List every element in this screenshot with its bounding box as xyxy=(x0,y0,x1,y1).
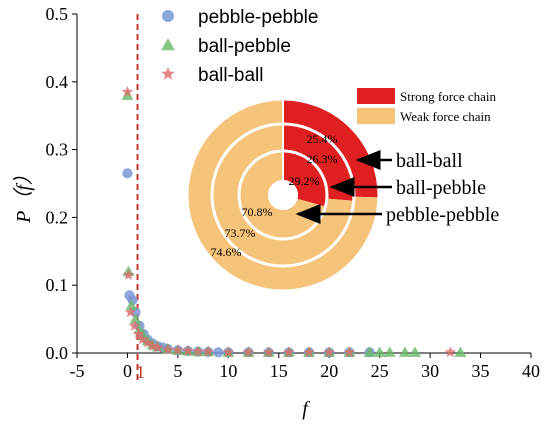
scatter-points xyxy=(121,85,467,358)
x-axis-label: f xyxy=(302,398,310,420)
annotation-label-pebble-pebble: pebble-pebble xyxy=(386,204,499,226)
data-point-ball-pebble xyxy=(363,346,376,357)
x-tick-label: 35 xyxy=(472,361,490,381)
legend-marker-pebble-pebble xyxy=(162,10,174,22)
annotation-label-ball-pebble: ball-pebble xyxy=(396,177,486,199)
data-point-ball-pebble xyxy=(383,346,396,357)
annotation-label-ball-ball: ball-ball xyxy=(396,150,463,172)
y-tick-label: 0.1 xyxy=(46,275,69,295)
data-point-pebble-pebble xyxy=(122,168,133,179)
x-tick-label: 10 xyxy=(219,361,237,381)
data-point-ball-ball xyxy=(152,341,164,353)
y-tick-label: 0.4 xyxy=(46,72,69,92)
donut-slice-weak-ball-pebble xyxy=(211,124,354,267)
data-point-ball-ball xyxy=(124,306,137,318)
data-point-ball-pebble xyxy=(133,323,146,334)
data-point-ball-ball xyxy=(202,345,214,357)
x-tick-label: 5 xyxy=(173,361,182,381)
legend-marker-ball-pebble xyxy=(161,38,175,51)
donut-hole xyxy=(268,180,298,210)
donut-slice-strong-pebble-pebble xyxy=(283,151,328,207)
data-point-pebble-pebble xyxy=(213,347,224,358)
donut-chart: 25.4% 74.6% 26.3% 73.7% 29.2% 70.8% ball-ball b… xyxy=(185,88,499,293)
donut-legend-label: Strong force chain xyxy=(400,89,497,104)
legend-marker-ball-ball xyxy=(161,67,175,80)
x-tick-label: 20 xyxy=(320,361,338,381)
data-point-ball-pebble xyxy=(373,346,386,357)
donut-label-strong-ball-ball: 25.4% xyxy=(307,132,338,146)
data-point-ball-ball xyxy=(122,269,135,280)
donut-label-weak-pebble-pebble: 70.8% xyxy=(242,205,273,219)
data-point-ball-pebble xyxy=(129,313,142,324)
x-tick-label: 25 xyxy=(371,361,389,381)
data-point-ball-ball xyxy=(128,319,141,331)
data-point-ball-ball xyxy=(162,343,174,355)
data-point-ball-ball xyxy=(262,346,275,358)
legend-label-ball-ball: ball-ball xyxy=(198,65,263,86)
data-point-ball-pebble xyxy=(398,346,411,357)
data-point-ball-ball xyxy=(192,345,204,357)
y-tick-label: 0.5 xyxy=(46,4,69,24)
data-point-ball-ball xyxy=(283,346,295,358)
y-tick-label: 0.2 xyxy=(46,207,69,227)
donut-slice-strong-ball-ball xyxy=(283,99,379,198)
y-tick-label: 0.3 xyxy=(46,140,69,160)
data-point-ball-pebble xyxy=(408,346,421,357)
donut-legend-label: Weak force chain xyxy=(400,109,491,124)
data-point-ball-ball xyxy=(132,328,145,339)
data-point-ball-ball xyxy=(323,346,335,358)
donut-legend-swatch xyxy=(357,108,395,124)
y-ticks: 0.0 0.1 0.2 0.3 0.4 0.5 xyxy=(46,4,77,363)
y-tick-label: 0.0 xyxy=(46,343,69,363)
data-point-ball-ball xyxy=(303,346,315,358)
y-axis-label: P（f） xyxy=(12,165,35,224)
data-point-ball-pebble xyxy=(454,346,467,357)
data-point-ball-ball xyxy=(172,344,184,356)
donut-label-strong-pebble-pebble: 29.2% xyxy=(289,174,320,188)
data-point-ball-ball xyxy=(222,346,235,358)
data-point-ball-ball xyxy=(242,346,255,358)
x-ticks: -5 0 5 10 15 20 25 30 35 40 xyxy=(70,353,540,381)
x-tick-label: 40 xyxy=(522,361,540,381)
reference-line-label: 1 xyxy=(136,362,145,382)
data-point-ball-ball xyxy=(444,346,456,358)
scatter-legend: pebble-pebble ball-pebble ball-ball xyxy=(161,7,318,86)
donut-label-weak-ball-ball: 74.6% xyxy=(211,245,242,259)
data-point-ball-pebble xyxy=(125,299,138,311)
data-point-ball-ball xyxy=(182,344,194,356)
legend-label-ball-pebble: ball-pebble xyxy=(198,36,291,57)
donut-legend-swatch xyxy=(357,88,395,104)
legend-label-pebble-pebble: pebble-pebble xyxy=(198,7,318,28)
data-point-ball-ball xyxy=(121,85,134,97)
x-tick-label: 30 xyxy=(421,361,439,381)
donut-label-weak-ball-pebble: 73.7% xyxy=(225,226,256,240)
donut-label-strong-ball-pebble: 26.3% xyxy=(307,152,338,166)
x-tick-label: 0 xyxy=(123,361,132,381)
data-point-ball-ball xyxy=(343,346,356,358)
x-tick-label: 15 xyxy=(270,361,288,381)
x-tick-label: -5 xyxy=(70,361,85,381)
